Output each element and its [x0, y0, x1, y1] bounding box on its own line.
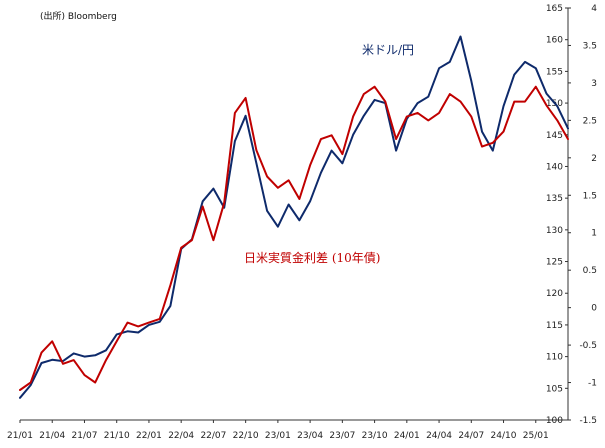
x-tick-label: 22/07 — [200, 431, 226, 441]
y-right-tick-label: 3.5 — [583, 41, 597, 51]
y-right-tick-label: 2.5 — [583, 116, 597, 126]
y-right-tick-label: 1.5 — [583, 191, 597, 201]
y-right-tick-label: 2 — [591, 154, 597, 164]
y-right-tick-label: 0.5 — [583, 266, 597, 276]
y-left-tick-label: 120 — [546, 289, 563, 299]
x-tick-label: 23/04 — [297, 431, 323, 441]
x-tick-label: 24/10 — [491, 431, 517, 441]
source-note: (出所) Bloomberg — [40, 10, 117, 22]
y-left-tick-label: 105 — [546, 384, 563, 394]
y-right-axis-ticks: -1.5 -1 -0.5 0 0.5 1 1.5 2 2.5 3 3.5 4 — [568, 4, 597, 426]
y-right-tick-label: -0.5 — [579, 341, 597, 351]
x-tick-label: 23/07 — [329, 431, 355, 441]
y-right-tick-label: 0 — [591, 304, 597, 314]
x-tick-label: 25/01 — [523, 431, 549, 441]
y-left-axis-ticks: 1001051101151201251301351401451501551601… — [546, 4, 568, 426]
x-tick-label: 24/01 — [394, 431, 420, 441]
y-left-tick-label: 110 — [546, 353, 563, 363]
y-left-tick-label: 130 — [546, 226, 563, 236]
x-tick-label: 22/10 — [233, 431, 259, 441]
y-left-tick-label: 155 — [546, 67, 563, 77]
y-right-tick-label: -1.5 — [579, 416, 597, 426]
x-tick-label: 22/01 — [136, 431, 162, 441]
usd-jpy-label: 米ドル/円 — [362, 43, 414, 57]
x-tick-label: 21/01 — [7, 431, 33, 441]
x-tick-label: 21/10 — [104, 431, 130, 441]
y-left-tick-label: 135 — [546, 194, 563, 204]
real-rate-diff-line — [19, 85, 569, 391]
y-left-tick-label: 160 — [546, 36, 563, 46]
x-tick-label: 21/04 — [39, 431, 65, 441]
y-right-tick-label: 1 — [591, 229, 597, 239]
y-left-tick-label: 165 — [546, 4, 563, 14]
x-tick-label: 23/10 — [362, 431, 388, 441]
series-layer — [19, 35, 569, 399]
y-right-tick-label: 3 — [591, 79, 597, 89]
x-tick-label: 21/07 — [72, 431, 98, 441]
plot-frame — [20, 8, 569, 421]
usd-jpy-line — [19, 35, 569, 399]
x-tick-label: 22/04 — [168, 431, 194, 441]
x-tick-label: 24/04 — [426, 431, 452, 441]
x-axis-ticks: 21/01 21/04 21/07 21/10 22/01 22/04 22/07 22/10… — [7, 420, 549, 441]
x-tick-label: 23/01 — [265, 431, 291, 441]
y-left-tick-label: 125 — [546, 258, 563, 268]
y-right-tick-label: -1 — [588, 379, 597, 389]
y-left-tick-label: 100 — [546, 416, 563, 426]
y-right-tick-label: 4 — [591, 4, 597, 14]
real-rate-diff-label: 日米実質金利差 (10年債) — [244, 250, 380, 265]
y-left-tick-label: 140 — [546, 162, 563, 172]
x-tick-label: 24/07 — [458, 431, 484, 441]
y-left-tick-label: 145 — [546, 131, 563, 141]
y-left-tick-label: 115 — [546, 321, 563, 331]
